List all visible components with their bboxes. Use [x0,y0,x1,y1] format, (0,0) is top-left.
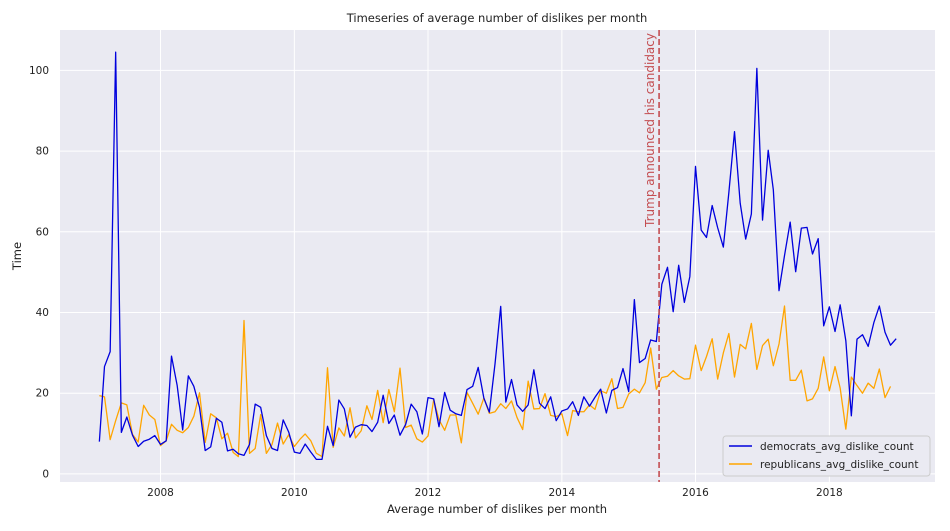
y-tick-label: 40 [36,307,49,319]
annotation-label: Trump announced his candidacy [643,33,657,228]
series-line-democrats [98,51,897,461]
y-tick-label: 80 [36,146,49,158]
x-tick-label: 2010 [281,487,308,499]
axis-ticks: 2008 2010 2012 2014 2016 2018 0 20 40 60 80 100 [29,65,843,499]
chart-title: Timeseries of average number of dislikes… [346,11,648,25]
y-tick-label: 20 [36,388,49,400]
y-tick-label: 60 [36,226,49,238]
legend-label-republicans: republicans_avg_dislike_count [760,459,918,471]
legend: democrats_avg_dislike_count republicans_… [722,435,931,477]
series-lines [98,51,897,461]
series-line-republicans [99,305,892,458]
x-axis-label: Average number of dislikes per month [387,502,607,516]
legend-label-democrats: democrats_avg_dislike_count [760,441,914,453]
y-tick-label: 0 [42,468,49,480]
x-tick-label: 2008 [147,487,174,499]
x-tick-label: 2016 [682,487,709,499]
y-axis-label: Time [10,242,24,271]
x-tick-label: 2018 [816,487,843,499]
x-tick-label: 2014 [548,487,575,499]
y-tick-label: 100 [29,65,49,77]
plot-background [60,30,935,482]
x-tick-label: 2012 [415,487,442,499]
annotation: Trump announced his candidacy [643,30,660,482]
legend-box [722,435,931,477]
